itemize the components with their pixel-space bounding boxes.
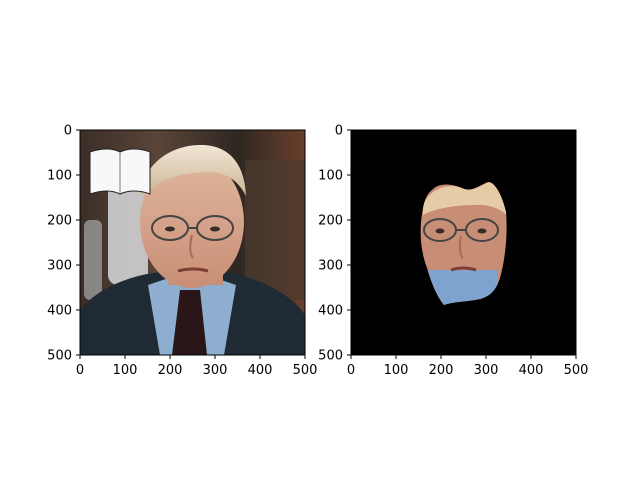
y-tick-label: 400 — [318, 304, 343, 319]
x-tick-label: 500 — [293, 363, 318, 378]
right-face-mask — [420, 182, 507, 305]
y-tick-label: 400 — [47, 304, 72, 319]
x-tick-label: 200 — [429, 363, 454, 378]
y-tick-label: 300 — [318, 259, 343, 274]
x-tick-label: 500 — [564, 363, 589, 378]
right-axis-ticks: 0 100 200 300 400 500 0 100 200 300 400 500 — [318, 124, 588, 379]
y-tick-label: 0 — [64, 124, 72, 139]
x-tick-label: 100 — [113, 363, 138, 378]
x-tick-label: 0 — [76, 363, 84, 378]
open-book-icon — [89, 148, 151, 195]
left-panel: 0 100 200 300 400 500 0 100 200 300 400 500 — [47, 124, 317, 379]
y-tick-label: 500 — [318, 349, 343, 364]
x-tick-label: 200 — [158, 363, 183, 378]
x-tick-label: 100 — [384, 363, 409, 378]
x-tick-label: 400 — [248, 363, 273, 378]
y-tick-label: 200 — [318, 214, 343, 229]
y-tick-label: 0 — [335, 124, 343, 139]
y-tick-label: 200 — [47, 214, 72, 229]
y-tick-label: 300 — [47, 259, 72, 274]
right-panel: 0 100 200 300 400 500 0 100 200 300 400 500 — [318, 124, 588, 379]
y-tick-label: 100 — [318, 169, 343, 184]
left-axes-frame — [79, 129, 306, 356]
x-tick-label: 300 — [203, 363, 228, 378]
left-photo — [80, 130, 305, 355]
x-tick-label: 0 — [347, 363, 355, 378]
right-axes-frame — [350, 129, 577, 356]
left-axis-ticks: 0 100 200 300 400 500 0 100 200 300 400 500 — [47, 124, 317, 379]
x-tick-label: 300 — [474, 363, 499, 378]
x-tick-label: 400 — [519, 363, 544, 378]
y-tick-label: 500 — [47, 349, 72, 364]
y-tick-label: 100 — [47, 169, 72, 184]
